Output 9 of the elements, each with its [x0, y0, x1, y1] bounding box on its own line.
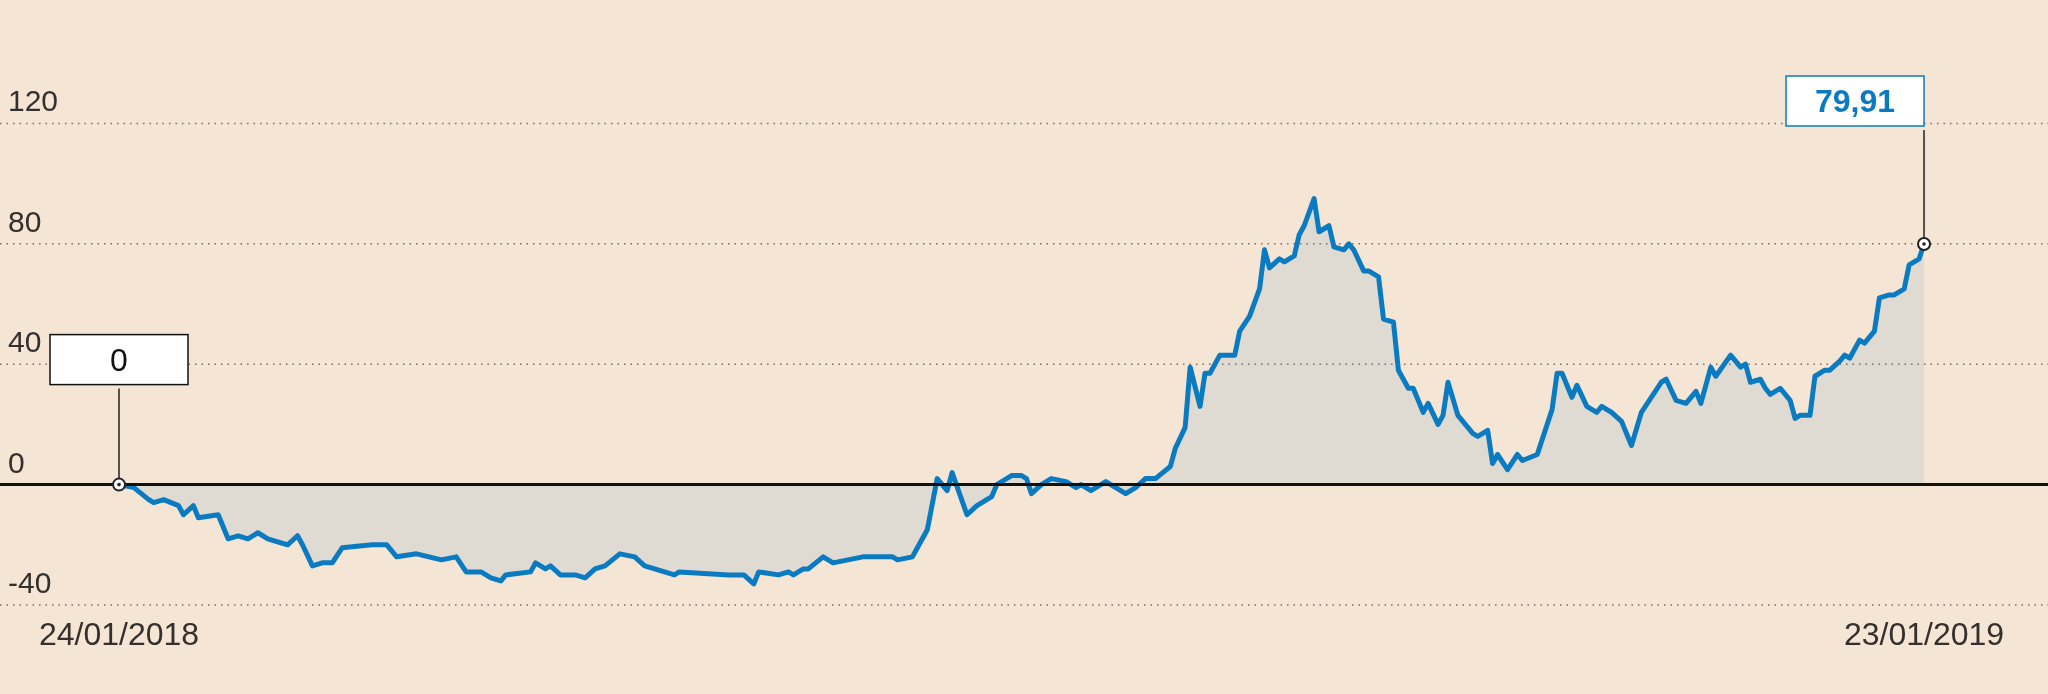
x-tick-label: 23/01/2019 — [1843, 616, 2005, 652]
y-tick-label: 0 — [8, 445, 25, 479]
y-tick-label: 120 — [8, 84, 59, 118]
x-tick-label: 24/01/2018 — [38, 616, 200, 652]
y-tick-label: 40 — [8, 325, 42, 359]
data-label: 0 — [110, 341, 128, 378]
y-tick-label: 80 — [8, 204, 42, 238]
y-tick-label: -40 — [8, 566, 52, 599]
data-label: 79,91 — [1814, 83, 1896, 119]
